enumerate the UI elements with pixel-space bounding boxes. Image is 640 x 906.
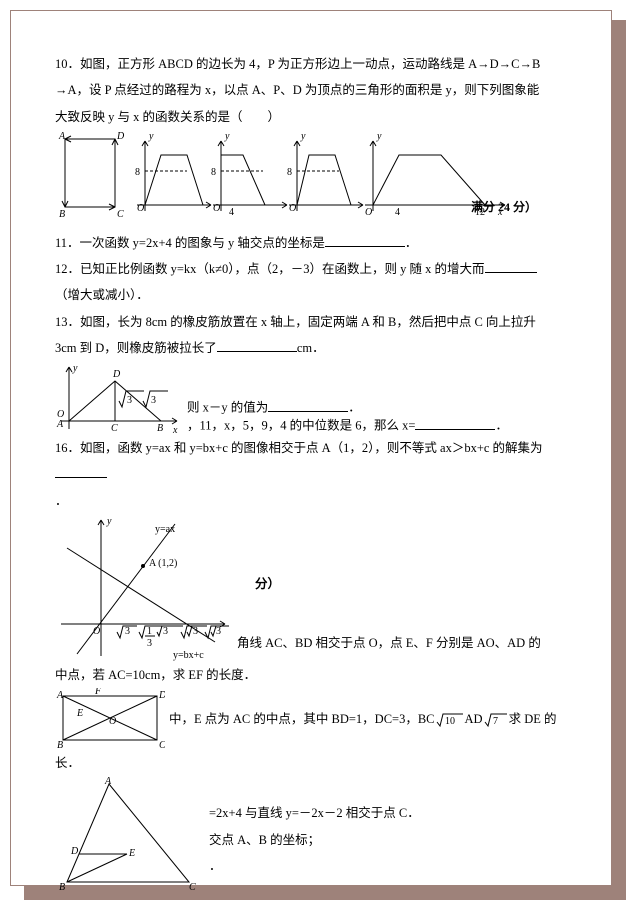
q19-figure: A B C D E <box>55 776 201 894</box>
q12-l1: 12．已知正比例函数 y=kx（k≠0），点（2，－3）在函数上，则 y 随 x… <box>55 256 577 282</box>
svg-text:8: 8 <box>287 167 292 178</box>
svg-text:y=ax: y=ax <box>155 524 175 535</box>
q18-l2: 长． <box>55 750 577 776</box>
svg-text:3: 3 <box>193 626 198 637</box>
svg-text:y: y <box>376 131 382 142</box>
svg-text:3: 3 <box>147 638 152 649</box>
q16-row: O y y=ax y=bx+c A (1,2) 3 1 3 <box>55 514 577 662</box>
page-frame: 10．如图，正方形 ABCD 的边长为 4，P 为正方形边上一动点，运动路线是 … <box>0 0 640 906</box>
svg-text:A: A <box>58 131 66 142</box>
q11: 11．一次函数 y=2x+4 的图象与 y 轴交点的坐标是． <box>55 230 577 256</box>
svg-text:B: B <box>157 423 163 434</box>
svg-text:3: 3 <box>216 626 221 637</box>
svg-text:y: y <box>300 131 306 142</box>
q12-blank <box>485 261 537 274</box>
svg-text:B: B <box>59 209 65 220</box>
q11-blank <box>325 234 405 247</box>
svg-text:C: C <box>111 423 118 434</box>
svg-text:8: 8 <box>211 167 216 178</box>
svg-text:B: B <box>59 882 65 893</box>
svg-text:y: y <box>148 131 154 142</box>
svg-text:O: O <box>213 203 220 214</box>
q15-blank <box>415 417 495 430</box>
svg-text:F: F <box>94 688 102 697</box>
q16-blank <box>55 466 107 479</box>
q19-l2: 交点 A、B 的坐标； <box>209 827 420 853</box>
q10-line3: 大致反映 y 与 x 的函数关系的是（ ） <box>55 104 577 130</box>
q19-l1: =2x+4 与直线 y=－2x－2 相交于点 C． <box>209 800 420 826</box>
q14-text: 则 x－y 的值为 <box>187 401 268 415</box>
svg-text:C: C <box>189 882 196 893</box>
q10-line1: 10．如图，正方形 ABCD 的边长为 4，P 为正方形边上一动点，运动路线是 … <box>55 51 577 77</box>
q16: 16．如图，函数 y=ax 和 y=bx+c 的图像相交于点 A（1，2），则不… <box>55 435 577 488</box>
q19-row: A B C D E =2x+4 与直线 y=－2x－2 相交于点 C． 交点 A… <box>55 776 577 894</box>
svg-text:E: E <box>128 848 135 859</box>
svg-text:y: y <box>106 516 112 527</box>
q11-text: 11．一次函数 y=2x+4 的图象与 y 轴交点的坐标是 <box>55 236 325 250</box>
q13-figure: A O B C D y x 3 3 <box>55 361 185 435</box>
q16-figure: O y y=ax y=bx+c A (1,2) 3 1 3 <box>55 514 235 662</box>
q17-l2: 中点，若 AC=10cm，求 EF 的长度． <box>55 662 577 688</box>
svg-text:8: 8 <box>135 167 140 178</box>
q16-period: ． <box>55 488 577 514</box>
q10-line2: →A，设 P 点经过的路程为 x，以点 A、P、D 为顶点的三角形的面积是 y，… <box>55 77 577 103</box>
svg-text:3: 3 <box>127 395 132 406</box>
q13-l2: 3cm 到 D，则橡皮筋被拉长了 cm． <box>55 335 577 361</box>
svg-text:O: O <box>289 203 296 214</box>
q13-figure-row: A O B C D y x 3 3 <box>55 361 577 435</box>
svg-text:C: C <box>159 740 165 750</box>
svg-text:A: A <box>56 419 64 430</box>
svg-text:O: O <box>137 203 144 214</box>
svg-text:y: y <box>72 363 78 374</box>
svg-text:4: 4 <box>229 207 234 218</box>
q18-text: 中，E 点为 AC 的中点，其中 BD=1，DC=3，BC10AD7求 DE 的 <box>169 706 557 732</box>
document-body: 10．如图，正方形 ABCD 的边长为 4，P 为正方形边上一动点，运动路线是 … <box>55 51 577 894</box>
svg-text:3: 3 <box>163 626 168 637</box>
q17-l1: 角线 AC、BD 相交于点 O，点 E、F 分别是 AO、AD 的 <box>237 630 577 656</box>
svg-text:10: 10 <box>445 716 455 727</box>
q14-blank <box>268 399 348 412</box>
q13-unit: cm． <box>297 341 325 355</box>
frame-inner: 10．如图，正方形 ABCD 的边长为 4，P 为正方形边上一动点，运动路线是 … <box>10 10 612 886</box>
q16-text: 16．如图，函数 y=ax 和 y=bx+c 的图像相交于点 A（1，2），则不… <box>55 441 543 455</box>
svg-text:3: 3 <box>125 626 130 637</box>
svg-text:C: C <box>117 209 124 220</box>
svg-text:O: O <box>365 207 372 218</box>
q18-row: A F D B C E O 中，E 点为 AC 的中点，其中 BD=1，DC=3… <box>55 688 577 750</box>
q13-text: 3cm 到 D，则橡皮筋被拉长了 <box>55 341 217 355</box>
svg-text:E: E <box>76 708 83 719</box>
svg-text:3: 3 <box>151 395 156 406</box>
q10-score: 满分 24 分） <box>471 199 537 214</box>
svg-text:O: O <box>57 409 64 420</box>
svg-text:D: D <box>158 690 165 701</box>
svg-text:O: O <box>93 626 100 637</box>
svg-text:1: 1 <box>147 626 152 637</box>
svg-text:B: B <box>57 740 63 750</box>
q15-text: ，11，x，5，9，4 的中位数是 6，那么 x= <box>187 419 415 433</box>
q12-l2: （增大或减小）． <box>55 282 577 308</box>
svg-text:x: x <box>172 425 178 435</box>
svg-text:D: D <box>116 131 125 142</box>
q10-diagram: A D C B O 8 y <box>55 131 545 229</box>
q13-blank <box>217 339 297 352</box>
svg-text:y=bx+c: y=bx+c <box>173 650 204 661</box>
svg-text:O: O <box>109 716 116 727</box>
svg-text:A (1,2): A (1,2) <box>149 558 177 569</box>
q18-figure-rect: A F D B C E O <box>55 688 165 750</box>
svg-text:4: 4 <box>395 207 400 218</box>
svg-text:D: D <box>70 846 79 857</box>
q12-text: 12．已知正比例函数 y=kx（k≠0），点（2，－3）在函数上，则 y 随 x… <box>55 262 485 276</box>
q13-l1: 13．如图，长为 8cm 的橡皮筋放置在 x 轴上，固定两端 A 和 B，然后把… <box>55 309 577 335</box>
svg-text:7: 7 <box>493 716 498 727</box>
svg-text:A: A <box>104 776 112 787</box>
q19-l3: ． <box>209 853 420 879</box>
svg-text:D: D <box>112 369 121 380</box>
svg-text:A: A <box>56 690 64 701</box>
svg-text:y: y <box>224 131 230 142</box>
fen-label: 分） <box>255 571 577 597</box>
